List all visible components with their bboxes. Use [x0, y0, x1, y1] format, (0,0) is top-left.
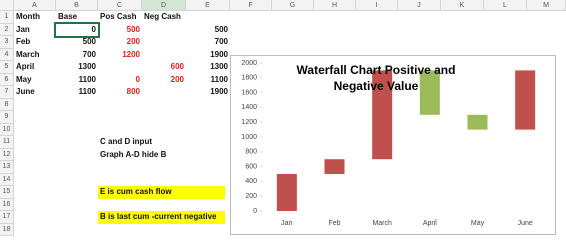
- column-header[interactable]: K: [441, 0, 484, 11]
- cell[interactable]: June: [16, 87, 35, 96]
- cell[interactable]: 1100: [78, 74, 96, 84]
- row-header[interactable]: 12: [0, 148, 14, 161]
- x-tick-label: March: [372, 220, 392, 227]
- y-tick-label: 1600: [241, 89, 257, 96]
- y-tick-label: 200: [245, 193, 257, 200]
- row-header[interactable]: 18: [0, 223, 14, 236]
- bar: [467, 114, 488, 130]
- y-tick-label: 0: [253, 208, 257, 215]
- cell[interactable]: 1100: [210, 74, 228, 84]
- chart: 0 200 400 600 800 1000 1200 1400 1600 1800 2000 Jan…: [230, 55, 556, 235]
- bar: [324, 159, 345, 174]
- cell[interactable]: March: [16, 49, 40, 59]
- cell[interactable]: Graph A-D hide B: [100, 149, 167, 159]
- row-header[interactable]: 10: [0, 123, 14, 136]
- cell[interactable]: C and D input: [100, 137, 152, 146]
- cell[interactable]: 500: [214, 24, 228, 34]
- row-header[interactable]: 7: [0, 86, 14, 99]
- cell[interactable]: 1300: [78, 62, 96, 71]
- column-header[interactable]: F: [230, 0, 272, 11]
- cell[interactable]: Feb: [16, 37, 31, 46]
- cell[interactable]: 500: [126, 24, 140, 34]
- cell[interactable]: 700: [214, 37, 228, 46]
- cell[interactable]: 200: [170, 74, 184, 84]
- row-header[interactable]: 4: [0, 48, 14, 61]
- column-header[interactable]: A: [14, 0, 56, 11]
- highlight: [98, 211, 225, 224]
- x-tick-label: Jan: [281, 220, 292, 227]
- cell[interactable]: 200: [126, 37, 140, 46]
- bar: [276, 174, 297, 211]
- column-header[interactable]: J: [398, 0, 441, 11]
- cell[interactable]: 0: [135, 74, 140, 84]
- cell[interactable]: April: [16, 62, 35, 71]
- y-tick-label: 1000: [241, 134, 257, 141]
- cell[interactable]: 1900: [210, 49, 228, 59]
- column-header[interactable]: C: [98, 0, 142, 11]
- row-header[interactable]: 14: [0, 173, 14, 186]
- row-header[interactable]: 2: [0, 23, 14, 36]
- chart-plot: 0 200 400 600 800 1000 1200 1400 1600 1800 2000 Jan…: [241, 60, 536, 227]
- row-header[interactable]: 11: [0, 136, 14, 149]
- cell[interactable]: Month: [16, 12, 40, 21]
- cell[interactable]: B is last cum -current negative: [100, 212, 217, 221]
- x-tick-label: May: [471, 220, 485, 227]
- cell[interactable]: 1100: [78, 87, 96, 96]
- cell[interactable]: Neg Cash: [144, 12, 181, 21]
- y-tick-label: 1800: [241, 75, 257, 82]
- row-header[interactable]: 3: [0, 36, 14, 49]
- bar: [515, 70, 536, 130]
- bar: [419, 70, 440, 115]
- chart-title: Waterfall Chart Positive and Negative Va…: [296, 63, 456, 93]
- column-header[interactable]: G: [272, 0, 314, 11]
- cell[interactable]: Pos Cash: [100, 12, 137, 21]
- y-tick-label: 1200: [241, 119, 257, 126]
- column-header[interactable]: M: [527, 0, 566, 11]
- y-tick-label: 800: [245, 149, 257, 156]
- x-tick-label: June: [518, 220, 533, 227]
- row-header[interactable]: 13: [0, 161, 14, 174]
- cell[interactable]: 1300: [210, 62, 228, 71]
- cell[interactable]: 500: [82, 37, 96, 46]
- y-tick-label: 600: [245, 163, 257, 170]
- row-header[interactable]: 6: [0, 73, 14, 86]
- column-header[interactable]: L: [484, 0, 527, 11]
- cell[interactable]: 1200: [122, 49, 140, 59]
- column-header[interactable]: D: [142, 0, 186, 11]
- x-tick-label: Feb: [328, 220, 340, 227]
- cell[interactable]: Base: [58, 12, 78, 21]
- cell[interactable]: 0: [54, 21, 100, 38]
- column-header[interactable]: I: [356, 0, 398, 11]
- corner: [0, 0, 14, 11]
- row-header[interactable]: 8: [0, 98, 14, 111]
- row-header[interactable]: 17: [0, 211, 14, 224]
- row-header[interactable]: 1: [0, 11, 14, 24]
- cell[interactable]: 600: [170, 62, 184, 71]
- cell[interactable]: 700: [82, 49, 96, 59]
- column-header[interactable]: B: [56, 0, 98, 11]
- cell[interactable]: 800: [126, 87, 140, 96]
- bar: [372, 70, 393, 160]
- y-tick-label: 1400: [241, 104, 257, 111]
- row-header[interactable]: 15: [0, 186, 14, 199]
- cell[interactable]: Jan: [16, 24, 30, 34]
- y-tick-label: 2000: [241, 60, 257, 67]
- row-header[interactable]: 5: [0, 61, 14, 74]
- column-header[interactable]: E: [186, 0, 230, 11]
- y-tick-label: 400: [245, 178, 257, 185]
- row-header[interactable]: 16: [0, 198, 14, 211]
- cell[interactable]: E is cum cash flow: [100, 187, 172, 196]
- column-header[interactable]: H: [314, 0, 356, 11]
- x-tick-label: April: [423, 220, 437, 227]
- highlight: [98, 186, 225, 199]
- cell[interactable]: 1900: [210, 87, 228, 96]
- row-header[interactable]: 9: [0, 111, 14, 124]
- cell[interactable]: May: [16, 74, 32, 84]
